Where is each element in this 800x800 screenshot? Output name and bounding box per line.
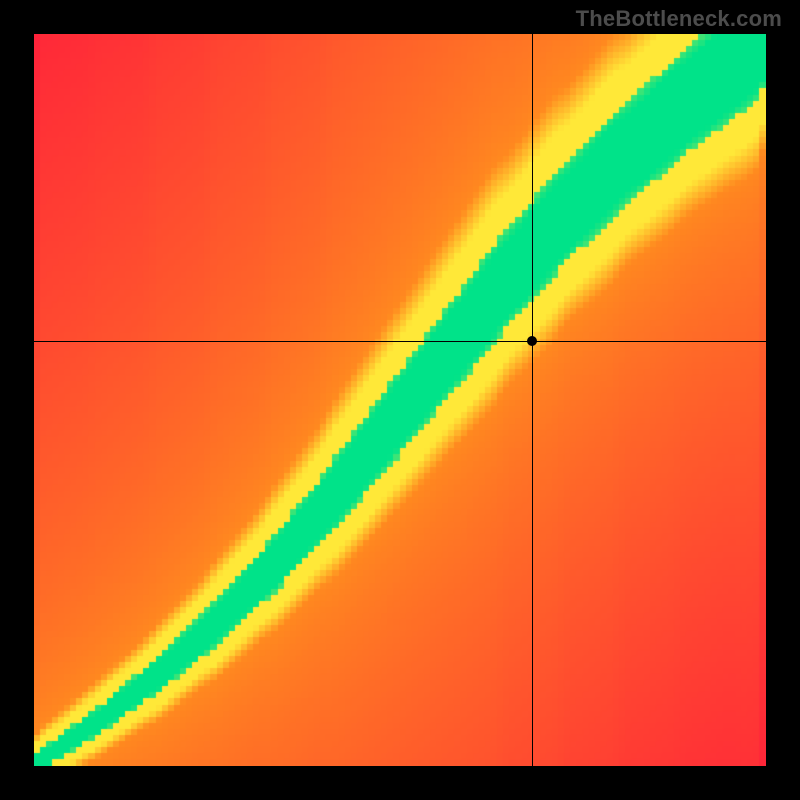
root-container: TheBottleneck.com [0,0,800,800]
plot-area [34,34,766,766]
crosshair-horizontal [34,341,766,342]
crosshair-vertical [532,34,533,766]
watermark-text: TheBottleneck.com [576,6,782,32]
bottleneck-heatmap [34,34,766,766]
